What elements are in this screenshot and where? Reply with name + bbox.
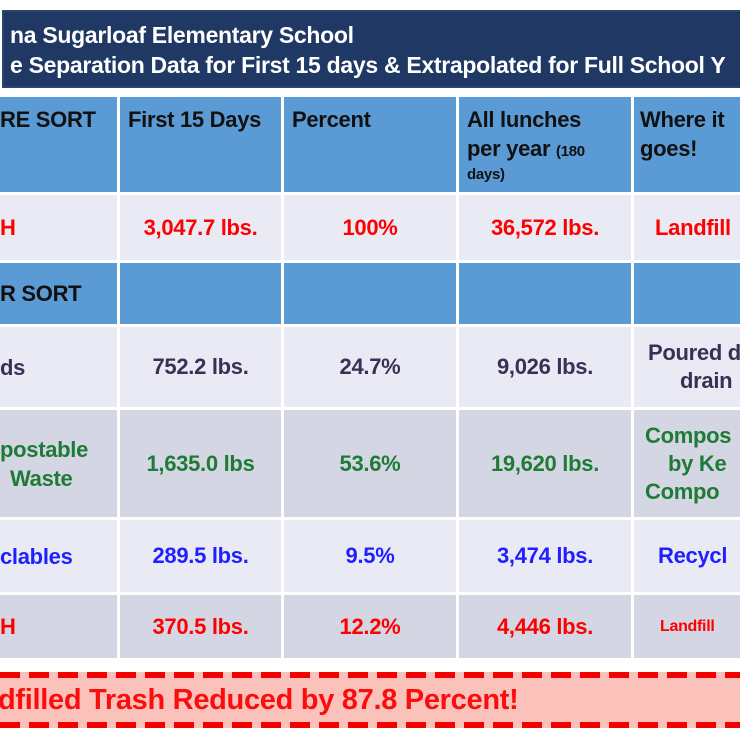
- row-label: ds: [0, 354, 26, 380]
- table-row-cell-where: Landfill: [634, 595, 740, 658]
- row-label: postable: [0, 436, 89, 462]
- title-banner: na Sugarloaf Elementary School e Separat…: [2, 10, 740, 88]
- cell-where-line: drain: [680, 368, 733, 393]
- table-row-cell-where: Poured d drain: [634, 327, 740, 407]
- table-row-cell-peryear: 3,474 lbs.: [459, 520, 631, 592]
- header-cell-all-lunches: All lunches per year (180 days): [459, 97, 631, 192]
- header-cell-where-it-goes: Where it goes!: [634, 97, 740, 192]
- header-label: First 15 Days: [128, 107, 262, 132]
- header-label-line: per year (180: [467, 134, 631, 166]
- table-row-cell-percent: 53.6%: [284, 410, 456, 517]
- reduction-callout-banner: dfilled Trash Reduced by 87.8 Percent!: [0, 672, 740, 728]
- table-row-cell-peryear: 9,026 lbs.: [459, 327, 631, 407]
- table-row-cell-label: postable Waste: [0, 410, 117, 517]
- cell-value: 370.5 lbs.: [152, 613, 249, 639]
- row-label: H: [0, 614, 16, 639]
- cell-value: 9,026 lbs.: [496, 354, 594, 379]
- table-row-cell-percent: 24.7%: [284, 327, 456, 407]
- table-row-cell-percent: 9.5%: [284, 520, 456, 592]
- header-label-line: days): [467, 166, 505, 183]
- table-row-cell-peryear: 36,572 lbs.: [459, 195, 631, 260]
- header-label-line: All lunches: [467, 107, 582, 132]
- cell-where-line: by Ke: [668, 450, 727, 476]
- table-row-cell-where: Landfill: [634, 195, 740, 260]
- reduction-callout-text: dfilled Trash Reduced by 87.8 Percent!: [0, 683, 519, 716]
- row-label: Waste: [10, 465, 73, 491]
- cell-value: 1,635.0 lbs: [146, 450, 255, 476]
- section-row-empty-cell: [634, 263, 740, 324]
- cell-value: 4,446 lbs.: [496, 613, 594, 639]
- cell-where-line: Poured d: [648, 340, 740, 365]
- title-line-2: e Separation Data for First 15 days & Ex…: [10, 52, 726, 78]
- section-row-empty-cell: [120, 263, 281, 324]
- header-cell-before-sort: RE SORT: [0, 97, 117, 192]
- cell-value: 19,620 lbs.: [491, 450, 599, 476]
- cell-value: 100%: [342, 214, 398, 240]
- title-line-1: na Sugarloaf Elementary School: [10, 22, 354, 48]
- table-row-cell-percent: 12.2%: [284, 595, 456, 658]
- cell-value: 53.6%: [339, 450, 401, 476]
- header-label: RE SORT: [0, 107, 96, 132]
- table-row-cell-label: H: [0, 195, 117, 260]
- cell-where-line: Landfill: [660, 617, 715, 635]
- cell-where-line: Compos: [645, 422, 732, 448]
- cell-value: 3,047.7 lbs.: [143, 214, 258, 240]
- table-row-cell-first15: 370.5 lbs.: [120, 595, 281, 658]
- header-label: Percent: [292, 107, 371, 132]
- section-row-after-sort: R SORT: [0, 263, 117, 324]
- row-label: H: [0, 215, 16, 240]
- table-row-cell-peryear: 19,620 lbs.: [459, 410, 631, 517]
- cell-value: 12.2%: [339, 613, 401, 639]
- table-row-cell-percent: 100%: [284, 195, 456, 260]
- table-row-cell-first15: 1,635.0 lbs: [120, 410, 281, 517]
- cell-value: 752.2 lbs.: [152, 354, 249, 379]
- section-label: R SORT: [0, 281, 82, 306]
- table-row-cell-label: clables: [0, 520, 117, 592]
- table-row-cell-first15: 752.2 lbs.: [120, 327, 281, 407]
- header-label-small: (180: [556, 143, 585, 160]
- table-row-cell-label: ds: [0, 327, 117, 407]
- table-row-cell-first15: 289.5 lbs.: [120, 520, 281, 592]
- cell-value: 3,474 lbs.: [496, 543, 594, 568]
- table-row-cell-where: Compos by Ke Compo: [634, 410, 740, 517]
- cell-where-line: Recycl: [658, 543, 728, 568]
- cell-value: 24.7%: [339, 354, 401, 379]
- table-row-cell-peryear: 4,446 lbs.: [459, 595, 631, 658]
- cell-value: 9.5%: [345, 543, 395, 568]
- header-label-line: goes!: [640, 136, 698, 161]
- header-label-line: Where it: [640, 107, 725, 132]
- table-row-cell-first15: 3,047.7 lbs.: [120, 195, 281, 260]
- header-cell-first-15-days: First 15 Days: [120, 97, 281, 192]
- cell-value: 36,572 lbs.: [491, 214, 599, 240]
- section-row-empty-cell: [459, 263, 631, 324]
- header-label-big: per year: [467, 136, 551, 161]
- cell-value: 289.5 lbs.: [152, 543, 249, 568]
- data-table: RE SORT First 15 Days Percent All lunche…: [0, 97, 740, 658]
- header-cell-percent: Percent: [284, 97, 456, 192]
- section-row-empty-cell: [284, 263, 456, 324]
- table-row-cell-label: H: [0, 595, 117, 658]
- row-label: clables: [0, 543, 73, 569]
- table-row-cell-where: Recycl: [634, 520, 740, 592]
- cell-where-line: Compo: [645, 478, 720, 504]
- cell-where-line: Landfill: [655, 214, 731, 240]
